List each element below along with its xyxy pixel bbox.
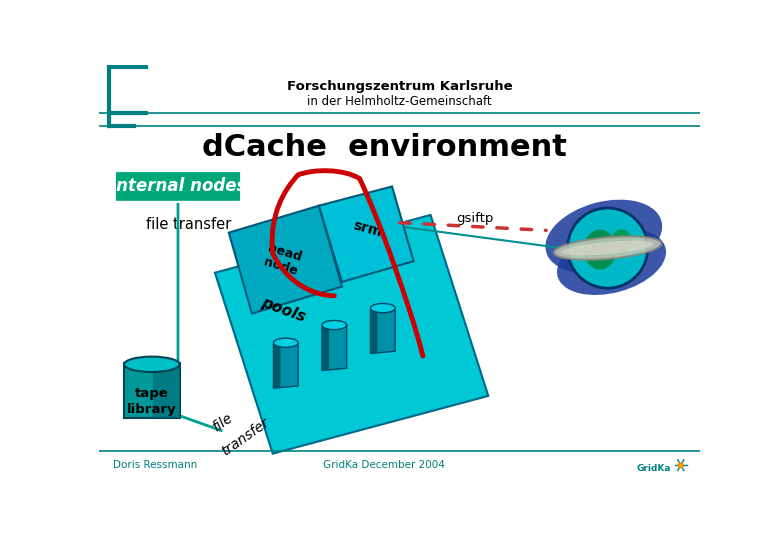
- Ellipse shape: [583, 230, 616, 269]
- Text: in der Helmholtz-Gemeinschaft: in der Helmholtz-Gemeinschaft: [307, 95, 492, 108]
- Text: file transfer: file transfer: [146, 217, 231, 232]
- Text: GridKa: GridKa: [636, 464, 671, 473]
- Text: transfer: transfer: [219, 415, 271, 458]
- FancyBboxPatch shape: [115, 171, 241, 202]
- Text: tape
library: tape library: [127, 387, 176, 416]
- Polygon shape: [322, 326, 329, 370]
- Text: GridKa December 2004: GridKa December 2004: [324, 460, 445, 470]
- Text: srm: srm: [351, 218, 384, 239]
- Text: Internal nodes: Internal nodes: [110, 178, 246, 195]
- Polygon shape: [322, 325, 346, 370]
- Ellipse shape: [562, 241, 654, 255]
- Text: gsiftp: gsiftp: [456, 212, 493, 225]
- Ellipse shape: [322, 320, 346, 330]
- Text: Forschungszentrum Karlsruhe: Forschungszentrum Karlsruhe: [287, 80, 512, 93]
- Polygon shape: [229, 206, 342, 314]
- Ellipse shape: [274, 338, 298, 347]
- Ellipse shape: [557, 229, 666, 295]
- FancyBboxPatch shape: [124, 363, 179, 418]
- Polygon shape: [215, 215, 488, 454]
- Ellipse shape: [611, 230, 633, 254]
- Text: file: file: [210, 411, 235, 435]
- Ellipse shape: [545, 200, 662, 273]
- Text: dCache  environment: dCache environment: [202, 133, 567, 163]
- Text: pools: pools: [260, 295, 308, 325]
- Circle shape: [568, 208, 647, 288]
- Polygon shape: [370, 309, 378, 354]
- Text: head
node: head node: [262, 241, 303, 278]
- Ellipse shape: [554, 237, 661, 260]
- Polygon shape: [319, 186, 413, 282]
- Polygon shape: [274, 343, 280, 388]
- Text: Doris Ressmann: Doris Ressmann: [113, 460, 197, 470]
- FancyBboxPatch shape: [154, 363, 179, 418]
- Polygon shape: [274, 342, 298, 388]
- Ellipse shape: [124, 356, 179, 372]
- Circle shape: [679, 463, 683, 468]
- Polygon shape: [370, 307, 395, 354]
- Ellipse shape: [370, 303, 395, 313]
